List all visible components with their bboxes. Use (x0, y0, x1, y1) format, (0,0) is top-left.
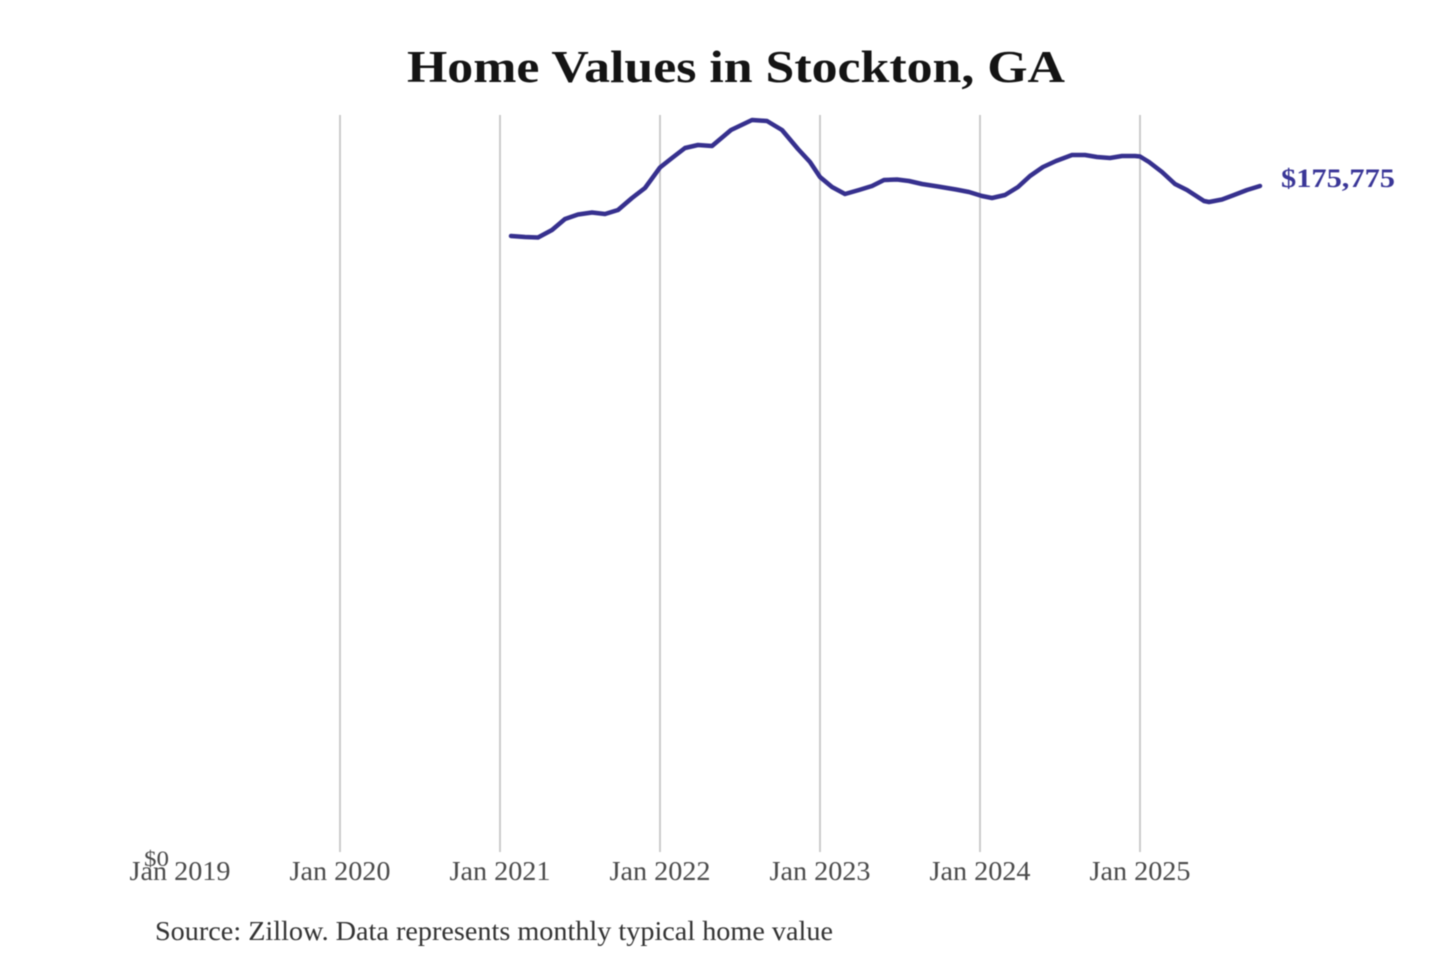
svg-text:Home Values in Stockton, GA: Home Values in Stockton, GA (407, 42, 1066, 92)
svg-text:$175,775: $175,775 (1281, 164, 1395, 193)
svg-text:$0: $0 (144, 846, 169, 871)
svg-text:Jan 2024: Jan 2024 (930, 856, 1032, 886)
svg-text:Jan 2023: Jan 2023 (770, 856, 871, 886)
svg-text:Jan 2022: Jan 2022 (610, 856, 711, 886)
svg-text:Jan 2021: Jan 2021 (450, 856, 551, 886)
svg-text:Jan 2020: Jan 2020 (290, 856, 391, 886)
svg-text:Source: Zillow. Data represent: Source: Zillow. Data represents monthly … (155, 916, 833, 946)
svg-text:Jan 2025: Jan 2025 (1090, 856, 1191, 886)
svg-text:Jan 2019: Jan 2019 (130, 856, 231, 886)
